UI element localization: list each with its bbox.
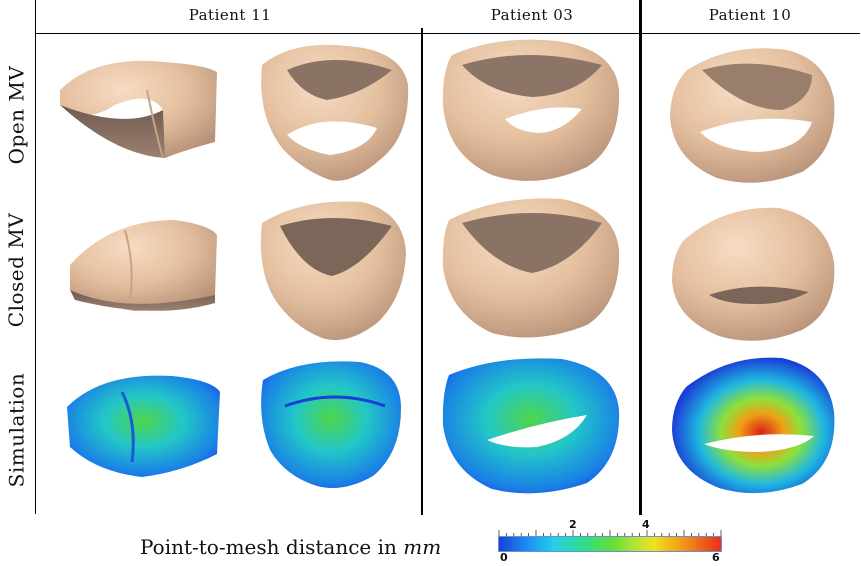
column-header-patient-10: Patient 10: [708, 6, 792, 24]
divider-patient03: [421, 28, 423, 515]
colorbar-label-4: 4: [642, 518, 650, 531]
colorbar-label-2: 2: [569, 518, 577, 531]
row-label-closed-mv: Closed MV: [4, 212, 29, 328]
mesh-p11-closed-top: [260, 201, 406, 341]
mesh-p11-open-side: [60, 60, 217, 159]
mesh-p03-sim: [442, 358, 620, 494]
mesh-p11-open-top: [261, 44, 409, 181]
colorbar-caption: Point-to-mesh distance in mm: [140, 535, 442, 559]
mesh-p11-closed-side: [70, 220, 217, 311]
row-label-simulation: Simulation: [4, 372, 28, 488]
left-border-line: [35, 0, 36, 514]
row-label-open-mv: Open MV: [4, 65, 29, 165]
mesh-p10-open: [670, 48, 835, 183]
header-rule: [35, 33, 860, 34]
column-header-patient-11: Patient 11: [188, 6, 272, 24]
mesh-p10-closed: [672, 207, 835, 341]
divider-patient10: [639, 0, 642, 515]
colorbar-label-6: 6: [712, 551, 720, 564]
column-header-patient-03: Patient 03: [490, 6, 574, 24]
mesh-p03-open: [442, 39, 620, 181]
mesh-p03-closed: [442, 198, 620, 338]
colorbar-label-0: 0: [500, 551, 508, 564]
colorbar: [498, 536, 722, 552]
mesh-p11-sim-side: [67, 375, 220, 477]
mesh-p10-sim: [672, 357, 835, 494]
mesh-p11-sim-top: [261, 361, 401, 489]
